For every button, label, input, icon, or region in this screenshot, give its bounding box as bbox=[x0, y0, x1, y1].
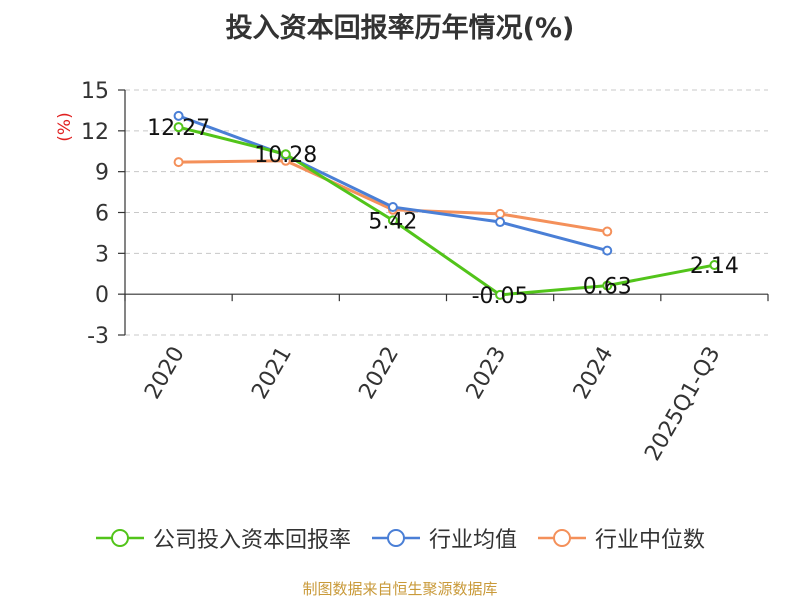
y-tick-label: 15 bbox=[81, 79, 109, 104]
legend-item: 行业均值 bbox=[371, 522, 517, 554]
y-tick-label: 0 bbox=[95, 283, 109, 308]
data-point bbox=[709, 260, 720, 271]
legend-swatch bbox=[371, 529, 420, 547]
y-tick-label: -3 bbox=[87, 324, 109, 349]
data-point bbox=[173, 110, 184, 121]
series-lines bbox=[173, 110, 720, 300]
y-tick-label: 9 bbox=[95, 161, 109, 186]
data-point bbox=[280, 149, 291, 160]
x-tick-label: 2025Q1-Q3 bbox=[640, 343, 725, 466]
legend-label: 行业均值 bbox=[428, 528, 517, 553]
legend-label: 公司投入资本回报率 bbox=[152, 528, 351, 553]
data-point bbox=[173, 122, 184, 133]
data-point bbox=[495, 208, 506, 219]
x-tick-label: 2022 bbox=[354, 343, 404, 404]
y-axis-label: (%) bbox=[55, 112, 75, 141]
data-label: 5.42 bbox=[368, 209, 417, 234]
x-tick-label: 2020 bbox=[140, 343, 190, 404]
data-point bbox=[387, 215, 398, 226]
data-point bbox=[173, 157, 184, 168]
data-point bbox=[602, 226, 613, 237]
legend-label: 行业中位数 bbox=[595, 528, 706, 553]
y-tick-label: 12 bbox=[81, 120, 109, 145]
legend-item: 公司投入资本回报率 bbox=[95, 522, 351, 554]
data-label: -0.05 bbox=[472, 284, 529, 309]
y-tick-label: 6 bbox=[95, 202, 109, 227]
data-point bbox=[495, 217, 506, 228]
legend-swatch-marker bbox=[110, 529, 129, 547]
grid-lines bbox=[125, 89, 768, 336]
data-point bbox=[602, 245, 613, 256]
legend-swatch-marker bbox=[553, 529, 571, 547]
legend-swatch-marker bbox=[386, 529, 405, 547]
legend-item: 行业中位数 bbox=[537, 522, 705, 554]
data-labels: 12.27 10.28 5.42 -0.05 0.63 2.14 bbox=[147, 116, 739, 309]
x-tick-label: 2021 bbox=[247, 343, 297, 404]
data-label: 0.63 bbox=[583, 275, 632, 300]
data-label: 10.28 bbox=[254, 143, 317, 168]
legend-swatch bbox=[95, 529, 144, 547]
x-tick-label: 2023 bbox=[462, 343, 512, 404]
data-point bbox=[387, 202, 398, 213]
chart-title: 投入资本回报率历年情况(%) bbox=[225, 13, 575, 44]
y-tick-label: 3 bbox=[95, 242, 109, 267]
legend: 公司投入资本回报率 行业均值 行业中位数 bbox=[0, 518, 800, 558]
data-point bbox=[602, 280, 613, 291]
source-note: 制图数据来自恒生聚源数据库 bbox=[302, 580, 498, 598]
x-tick-label: 2024 bbox=[569, 343, 619, 404]
legend-swatch bbox=[538, 529, 586, 547]
data-point bbox=[495, 289, 506, 300]
series-line bbox=[178, 125, 715, 297]
data-label: 12.27 bbox=[147, 116, 210, 141]
data-label: 2.14 bbox=[690, 254, 739, 279]
